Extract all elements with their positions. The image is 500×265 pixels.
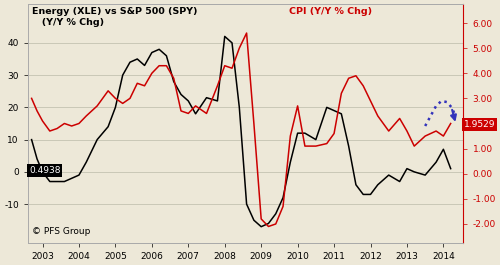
- Text: 0.4938: 0.4938: [29, 166, 60, 175]
- Text: 1.9529: 1.9529: [464, 120, 496, 129]
- Text: © PFS Group: © PFS Group: [32, 227, 90, 236]
- Text: CPI (Y/Y % Chg): CPI (Y/Y % Chg): [289, 7, 372, 16]
- Text: Energy (XLE) vs S&P 500 (SPY)
   (Y/Y % Chg): Energy (XLE) vs S&P 500 (SPY) (Y/Y % Chg…: [32, 7, 198, 27]
